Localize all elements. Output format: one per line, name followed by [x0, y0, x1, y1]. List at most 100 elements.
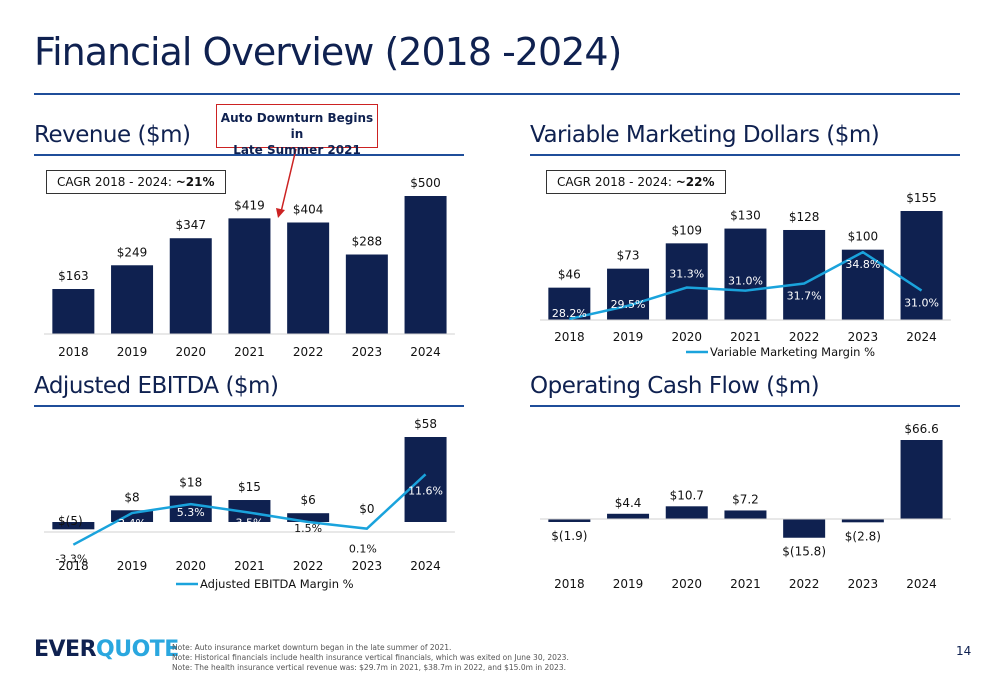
- vmd-margin-label: 31.0%: [904, 297, 939, 310]
- ebitda-value-label: $18: [179, 476, 202, 490]
- ebitda-margin-label: 11.6%: [408, 484, 443, 497]
- ebitda-tick-label: 2019: [117, 559, 148, 573]
- revenue-bar-2022: [287, 222, 330, 334]
- ebitda-tick-label: 2021: [234, 559, 265, 573]
- vmd-margin-label: 31.3%: [669, 268, 704, 281]
- revenue-value-label: $404: [293, 202, 324, 216]
- ocf-value-label: $(2.8): [845, 529, 881, 543]
- vmd-tick-label: 2022: [789, 330, 820, 344]
- vmd-tick-label: 2020: [671, 330, 702, 344]
- ebitda-bar-2019: [111, 510, 154, 522]
- ocf-value-label: $4.4: [615, 496, 642, 510]
- ebitda-margin-label: 5.3%: [177, 506, 205, 519]
- callout-line-2: Late Summer 2021: [233, 143, 361, 157]
- ebitda-title: Adjusted EBITDA ($m): [34, 373, 279, 399]
- logo-part-quote: QUOTE: [96, 637, 179, 662]
- revenue-tick-label: 2023: [352, 345, 383, 359]
- ocf-tick-label: 2019: [613, 577, 644, 591]
- ocf-tick-label: 2020: [671, 577, 702, 591]
- vmd-margin-label: 28.2%: [552, 307, 587, 320]
- ocf-tick-label: 2022: [789, 577, 820, 591]
- revenue-value-label: $163: [58, 269, 89, 283]
- logo-part-ever: EVER: [34, 637, 97, 662]
- revenue-bar-2023: [345, 254, 388, 334]
- ebitda-bar-2020: [169, 495, 212, 522]
- ocf-bar-2023: [841, 519, 884, 523]
- ebitda-bar-2024: [404, 437, 447, 522]
- ocf-value-label: $(1.9): [551, 529, 587, 543]
- revenue-bar-2018: [52, 289, 95, 334]
- revenue-tick-label: 2022: [293, 345, 324, 359]
- revenue-tick-label: 2024: [410, 345, 441, 359]
- vmd-bar-2020: [665, 243, 708, 320]
- revenue-cagr-value: ~21%: [175, 175, 215, 189]
- vmd-bar-2021: [724, 228, 767, 320]
- ocf-bar-2020: [665, 506, 708, 519]
- vmd-cagr-box: CAGR 2018 - 2024: ~22%: [546, 170, 726, 194]
- ocf-tick-label: 2018: [554, 577, 585, 591]
- ocf-tick-label: 2024: [906, 577, 937, 591]
- vmd-tick-label: 2019: [613, 330, 644, 344]
- vmd-margin-label: 34.8%: [845, 258, 880, 271]
- vmd-tick-label: 2018: [554, 330, 585, 344]
- callout-arrow-head: [276, 208, 285, 218]
- ebitda-tick-label: 2024: [410, 559, 441, 573]
- ebitda-margin-label: 3.4%: [118, 517, 146, 530]
- revenue-value-label: $347: [175, 218, 206, 232]
- vmd-bar-2024: [900, 211, 943, 320]
- everquote-logo: EVERQUOTE: [34, 637, 179, 662]
- vmd-margin-label: 31.7%: [787, 290, 822, 303]
- vmd-value-label: $73: [617, 249, 640, 263]
- ebitda-bar-2021: [228, 500, 271, 522]
- revenue-tick-label: 2018: [58, 345, 89, 359]
- vmd-tick-label: 2023: [848, 330, 879, 344]
- ocf-bar-2019: [607, 513, 650, 519]
- revenue-value-label: $288: [352, 235, 383, 249]
- ebitda-bar-2018: [52, 522, 95, 530]
- footnote-2: Note: Historical financials include heal…: [172, 653, 569, 662]
- downturn-callout: Auto Downturn Begins in Late Summer 2021: [216, 104, 378, 157]
- ocf-bar-2018: [548, 519, 591, 522]
- ebitda-tick-label: 2023: [352, 559, 383, 573]
- revenue-rule: [34, 154, 464, 156]
- ebitda-legend-label: Adjusted EBITDA Margin %: [200, 577, 354, 591]
- revenue-bar-2024: [404, 196, 447, 334]
- footnote-3: Note: The health insurance vertical reve…: [172, 663, 566, 672]
- revenue-bar-2019: [111, 265, 154, 334]
- ocf-value-label: $10.7: [670, 488, 704, 502]
- ebitda-tick-label: 2022: [293, 559, 324, 573]
- ebitda-margin-line: [72, 473, 427, 546]
- ocf-value-label: $7.2: [732, 492, 759, 506]
- title-rule: [34, 93, 960, 95]
- vmd-value-label: $155: [906, 191, 937, 205]
- revenue-value-label: $419: [234, 198, 265, 212]
- vmd-value-label: $100: [848, 230, 879, 244]
- ocf-bar-2022: [783, 519, 826, 538]
- ebitda-bar-2022: [287, 513, 330, 522]
- ocf-bar-2021: [724, 510, 767, 519]
- vmd-bar-2019: [607, 268, 650, 320]
- page-number: 14: [956, 644, 972, 658]
- vmd-cagr-value: ~22%: [675, 175, 715, 189]
- revenue-cagr-label: CAGR 2018 - 2024:: [57, 175, 176, 189]
- ebitda-tick-label: 2020: [175, 559, 206, 573]
- vmd-legend-label: Variable Marketing Margin %: [710, 345, 875, 359]
- ebitda-margin-label: 1.5%: [294, 522, 322, 535]
- vmd-tick-label: 2024: [906, 330, 937, 344]
- ebitda-value-label: $0: [359, 502, 374, 516]
- ebitda-value-label: $(5): [58, 514, 83, 528]
- vmd-rule: [530, 154, 960, 156]
- ocf-bar-2024: [900, 440, 943, 519]
- revenue-tick-label: 2021: [234, 345, 265, 359]
- ocf-title: Operating Cash Flow ($m): [530, 373, 820, 399]
- ebitda-value-label: $15: [238, 480, 261, 494]
- ocf-tick-label: 2021: [730, 577, 761, 591]
- ocf-rule: [530, 405, 960, 407]
- vmd-value-label: $46: [558, 268, 581, 282]
- vmd-value-label: $128: [789, 210, 820, 224]
- revenue-bar-2021: [228, 218, 271, 334]
- ebitda-margin-label: 0.1%: [349, 543, 377, 556]
- vmd-value-label: $130: [730, 209, 761, 223]
- vmd-title: Variable Marketing Dollars ($m): [530, 122, 880, 148]
